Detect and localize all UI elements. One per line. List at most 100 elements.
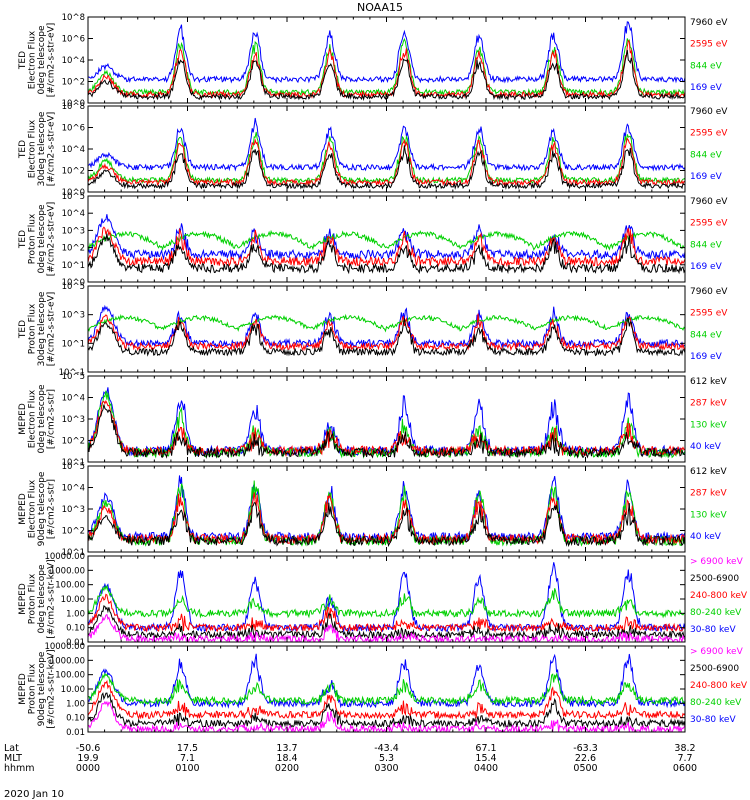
y-tick-label: 10^6 <box>62 35 85 45</box>
x-tick-label-lat: 13.7 <box>276 743 297 754</box>
legend-entry: 80-240 keV <box>690 698 742 708</box>
x-tick-label-hhmm: 0500 <box>573 763 597 774</box>
legend-entry: 40 keV <box>690 532 722 542</box>
y-axis-label-line: Electron Flux <box>27 30 37 89</box>
series-844-ev <box>88 131 685 185</box>
x-tick-label-lat: 67.1 <box>475 743 496 754</box>
y-tick-label: 10.00 <box>61 685 85 695</box>
x-tick-label-lat: -63.3 <box>573 743 598 754</box>
x-tick-label-mlt: 22.6 <box>575 753 596 764</box>
figure-title: NOAA15 <box>357 1 403 14</box>
y-tick-label: 10000.00 <box>44 552 85 562</box>
y-tick-label: 10^1 <box>62 339 85 349</box>
y-tick-label: 10^1 <box>62 458 85 468</box>
y-tick-label: 10^2 <box>62 78 85 88</box>
y-tick-label: 1000.00 <box>50 656 85 666</box>
x-tick-label-lat: 17.5 <box>177 743 198 754</box>
y-tick-label: 10^3 <box>62 226 85 236</box>
y-axis-label-line: [#/cm2-s-str-eV] <box>46 202 56 277</box>
y-tick-label: 10.00 <box>61 595 85 605</box>
y-tick-label: 0.10 <box>66 714 85 724</box>
series-169-ev <box>88 21 685 84</box>
y-axis-label: TEDElectron Flux30deg telescope[#/cm2-s-… <box>18 111 57 186</box>
y-axis-label-line: MEPED <box>18 673 28 705</box>
y-tick-label: 10^6 <box>62 124 85 134</box>
y-axis-label: MEPEDElectron Flux0deg telescope[#/cm2-s… <box>18 384 57 454</box>
legend-entry: 844 eV <box>690 61 723 71</box>
y-axis-label: TEDElectron Flux0deg telescope[#/cm2-s-s… <box>18 23 57 98</box>
y-tick-label: 1.00 <box>66 609 85 619</box>
legend-entry: 612 keV <box>690 467 727 477</box>
x-tick-label-lat: -50.6 <box>76 743 101 754</box>
x-tick-label-hhmm: 0300 <box>374 763 398 774</box>
x-tick-label-lat: -43.4 <box>374 743 399 754</box>
series-7960-ev <box>88 233 685 275</box>
y-axis-label-line: 90deg telescope <box>37 651 47 726</box>
y-tick-label: 10^0 <box>62 278 85 288</box>
y-tick-label: 10^4 <box>62 56 85 66</box>
legend-entry: 80-240 keV <box>690 608 742 618</box>
legend-entry: 2500-6900 <box>690 574 739 584</box>
legend-entry: 169 eV <box>690 83 723 93</box>
series-169-ev <box>88 214 685 261</box>
legend-entry: 2595 eV <box>690 219 728 229</box>
y-tick-label: 0.10 <box>66 624 85 634</box>
x-tick-label-hhmm: 0000 <box>76 763 100 774</box>
x-tick-label-hhmm: 0200 <box>275 763 299 774</box>
panel-plot-area <box>88 475 685 548</box>
y-axis-label-line: 0deg telescope <box>37 564 47 634</box>
y-axis-label-line: Electron Flux <box>27 389 37 448</box>
legend-entry: 130 keV <box>690 420 727 430</box>
legend-entry: 844 eV <box>690 240 723 250</box>
y-axis-label: MEPEDProton Flux90deg telescope[#/cm2-s-… <box>18 649 57 728</box>
x-tick-label-mlt: 19.9 <box>77 753 98 764</box>
y-axis-label: TEDProton Flux30deg telescope[#/cm2-s-st… <box>18 291 57 366</box>
x-row-label: hhmm <box>4 763 35 774</box>
y-tick-label: 10^4 <box>62 209 85 219</box>
y-tick-label: 10^-1 <box>59 368 85 378</box>
legend-entry: 40 keV <box>690 442 722 452</box>
series-844-ev <box>88 229 685 252</box>
series-612-kev <box>88 502 685 548</box>
x-tick-label-hhmm: 0600 <box>673 763 697 774</box>
y-axis-label-line: Proton Flux <box>27 573 37 624</box>
panel-plot-area <box>88 387 685 459</box>
series-40-kev <box>88 387 685 458</box>
y-tick-label: 100.00 <box>55 671 85 681</box>
legend-entry: 2595 eV <box>690 40 728 50</box>
y-axis-label-line: TED <box>18 51 28 70</box>
series-240-800-kev <box>88 680 685 721</box>
y-axis-label-line: [#/cm2-s-str-eV] <box>46 292 56 367</box>
legend-entry: 7960 eV <box>690 18 728 28</box>
y-tick-label: 0.01 <box>66 638 85 648</box>
y-axis-label-line: [#/cm2-s-str-eV] <box>46 112 56 187</box>
x-row-label: Lat <box>4 743 19 754</box>
series-7960-ev <box>88 49 685 102</box>
series-2500-6900 <box>88 692 685 729</box>
legend-entry: 130 keV <box>690 510 727 520</box>
legend-entry: 169 eV <box>690 352 723 362</box>
y-axis-label-line: 0deg telescope <box>37 384 47 454</box>
x-tick-label-hhmm: 0400 <box>474 763 498 774</box>
y-tick-label: 10^5 <box>62 462 85 472</box>
series-7960-ev <box>88 317 685 357</box>
legend-entry: 7960 eV <box>690 287 728 297</box>
y-axis-label-line: Proton Flux <box>27 303 37 354</box>
panel-plot-area <box>88 214 685 275</box>
y-axis-label-line: Proton Flux <box>27 663 37 714</box>
y-tick-label: 10^8 <box>62 13 85 23</box>
panel-8: 10000.00 1000.00 100.00 10.00 1.00 0.10 0.01 ME… <box>18 642 748 738</box>
y-axis-label-line: TED <box>18 140 28 159</box>
panel-1: 10^8 10^6 10^4 10^2 10^0 TEDElectron Flux0deg… <box>18 13 729 109</box>
series-612-kev <box>88 404 685 459</box>
panel-2: 10^8 10^6 10^4 10^2 10^0 TEDElectron Flux30de… <box>18 102 729 198</box>
legend-entry: 287 keV <box>690 489 727 499</box>
y-axis-label-line: [#/cm2-s-str-keV] <box>46 649 56 728</box>
x-tick-label-mlt: 15.4 <box>475 753 496 764</box>
legend-entry: 2500-6900 <box>690 664 739 674</box>
